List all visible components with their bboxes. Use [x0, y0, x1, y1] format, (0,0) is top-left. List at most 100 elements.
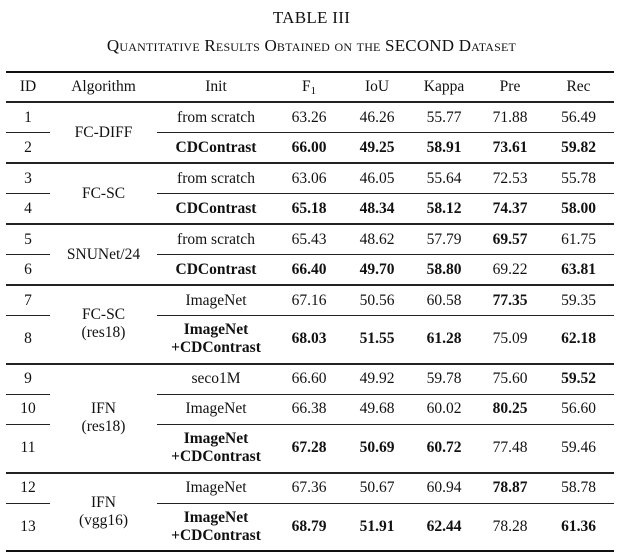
cell-kappa: 62.44: [411, 502, 477, 551]
init-line: ImageNet: [185, 400, 247, 418]
table-row: 7 FC-SC (res18) ImageNet 67.16 50.56 60.58 77.3…: [6, 285, 614, 342]
header-algorithm: Algorithm: [71, 78, 136, 95]
table-group: 9 IFN (res18) seco1M 66.60 49.92 59.78 75.60 59.…: [6, 363, 614, 473]
cell-f1: 65.43: [291, 230, 327, 248]
cell-id: 6: [6, 254, 50, 285]
cell-kappa: 60.02: [411, 393, 477, 425]
algorithm-name-line: FC-SC: [81, 306, 126, 324]
cell-kappa: 57.79: [426, 230, 462, 248]
cell-init: CDContrast: [157, 132, 275, 163]
cell-init: ImageNet +CDContrast: [157, 315, 275, 364]
cell-init: ImageNet: [157, 473, 275, 504]
cell-id: 11: [6, 424, 50, 473]
header-f1: F1: [275, 72, 343, 102]
cell-iou: 49.25: [343, 132, 411, 163]
cell-init: from scratch: [157, 224, 275, 255]
cell-pre: 75.09: [477, 315, 543, 364]
cell-kappa: 55.64: [426, 169, 462, 187]
algorithm-name-line: (res18): [81, 324, 126, 342]
cell-pre: 75.60: [492, 370, 528, 387]
cell-init: CDContrast: [157, 193, 275, 224]
init-line: CDContrast: [175, 260, 257, 278]
cell-kappa: 58.91: [411, 132, 477, 163]
table-row: 6 CDContrast 66.40 49.70 58.80 69.22 63.81: [6, 254, 614, 285]
cell-rec: 59.82: [543, 132, 614, 163]
cell-f1: 63.26: [291, 108, 327, 126]
header-init: Init: [205, 78, 227, 95]
cell-f1: 66.00: [275, 132, 343, 163]
init-line: ImageNet: [183, 430, 249, 448]
algorithm-name-line: IFN: [91, 493, 116, 511]
cell-iou: 50.69: [343, 424, 411, 473]
table-row: 5 SNUNet/24 from scratch 65.43 48.62 57.79 69.…: [6, 224, 614, 263]
cell-iou: 50.67: [359, 479, 395, 496]
init-line: from scratch: [177, 169, 255, 187]
init-line: +CDContrast: [171, 526, 261, 544]
table-group: 5 SNUNet/24 from scratch 65.43 48.62 57.79 69.…: [6, 224, 614, 285]
cell-f1: 67.28: [275, 424, 343, 473]
table-title: TABLE III: [272, 8, 351, 27]
cell-rec: 56.49: [561, 108, 596, 126]
cell-id: 5: [24, 230, 32, 248]
cell-f1: 66.40: [275, 254, 343, 285]
init-line: ImageNet: [183, 508, 249, 526]
cell-init: ImageNet: [157, 285, 275, 316]
cell-f1: 63.06: [291, 169, 327, 187]
cell-pre: 73.61: [477, 132, 543, 163]
cell-rec: 63.81: [543, 254, 614, 285]
cell-iou: 46.26: [359, 108, 395, 126]
algorithm-name-line: FC-DIFF: [74, 123, 133, 141]
init-line: ImageNet: [183, 321, 249, 339]
cell-algorithm: IFN (vgg16): [50, 473, 157, 552]
cell-f1: 68.03: [275, 315, 343, 364]
cell-pre: 78.87: [492, 479, 528, 496]
cell-algorithm: FC-DIFF: [50, 102, 157, 163]
header-rec: Rec: [566, 78, 591, 95]
cell-pre: 78.28: [477, 502, 543, 551]
cell-rec: 59.46: [543, 424, 614, 473]
cell-pre: 77.35: [492, 291, 528, 309]
init-line: from scratch: [177, 230, 255, 248]
cell-kappa: 58.12: [411, 193, 477, 224]
cell-rec: 61.36: [543, 502, 614, 551]
cell-init: from scratch: [157, 163, 275, 194]
cell-pre: 80.25: [477, 393, 543, 425]
cell-rec: 59.35: [561, 291, 596, 309]
table-row: 4 CDContrast 65.18 48.34 58.12 74.37 58.00: [6, 193, 614, 224]
cell-id: 4: [6, 193, 50, 224]
cell-iou: 46.05: [359, 169, 395, 187]
cell-id: 2: [6, 132, 50, 163]
cell-f1: 66.38: [275, 393, 343, 425]
init-line: +CDContrast: [171, 339, 261, 357]
cell-kappa: 60.72: [411, 424, 477, 473]
cell-rec: 55.78: [561, 169, 596, 187]
init-line: +CDContrast: [171, 448, 261, 466]
table-row: 9 IFN (res18) seco1M 66.60 49.92 59.78 75.60 59.…: [6, 364, 614, 435]
table-group: 12 IFN (vgg16) ImageNet 67.36 50.67 60.94 78.87…: [6, 472, 614, 551]
cell-id: 8: [6, 315, 50, 364]
cell-rec: 59.52: [561, 370, 596, 387]
results-table: ID Algorithm Init F1 IoU Kappa Pre Rec 1…: [6, 71, 614, 552]
table-row: 13 ImageNet +CDContrast 68.79 51.91 62.44 78.2…: [6, 502, 614, 551]
cell-id: 10: [6, 393, 50, 425]
table-row: 12 IFN (vgg16) ImageNet 67.36 50.67 60.94 78.87…: [6, 473, 614, 529]
header-f1-subscript: 1: [310, 84, 317, 97]
algorithm-name-line: (vgg16): [78, 511, 129, 529]
cell-rec: 58.78: [561, 479, 596, 496]
cell-rec: 62.18: [543, 315, 614, 364]
algorithm-name-line: FC-SC: [81, 184, 126, 202]
cell-iou: 50.56: [359, 291, 395, 309]
cell-iou: 49.68: [343, 393, 411, 425]
header-row: ID Algorithm Init F1 IoU Kappa Pre Rec: [6, 72, 614, 102]
cell-id: 1: [24, 108, 32, 126]
table-row: 8 ImageNet +CDContrast 68.03 51.55 61.28 75.09…: [6, 315, 614, 364]
cell-kappa: 58.80: [411, 254, 477, 285]
init-line: CDContrast: [175, 199, 257, 217]
cell-id: 9: [24, 370, 32, 387]
cell-algorithm: FC-SC (res18): [50, 285, 157, 364]
algorithm-name-line: SNUNet/24: [66, 245, 141, 263]
cell-kappa: 55.77: [426, 108, 462, 126]
cell-f1: 66.60: [291, 370, 327, 387]
header-kappa: Kappa: [423, 78, 465, 95]
cell-iou: 51.55: [343, 315, 411, 364]
